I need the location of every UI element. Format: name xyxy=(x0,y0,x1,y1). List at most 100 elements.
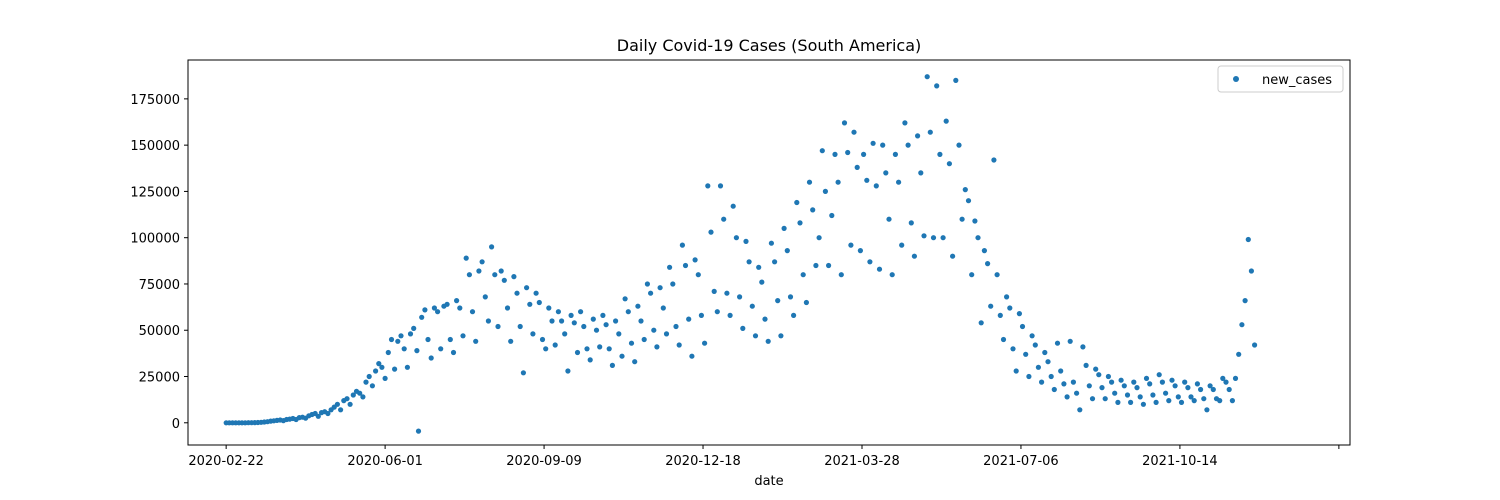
data-point xyxy=(466,272,472,278)
data-point xyxy=(730,203,736,209)
data-point xyxy=(797,220,803,226)
data-point xyxy=(504,305,511,311)
data-point xyxy=(1153,399,1159,405)
data-point xyxy=(1032,342,1038,348)
data-point xyxy=(670,281,676,287)
data-point xyxy=(524,285,530,291)
data-point xyxy=(660,305,666,311)
data-point xyxy=(1124,392,1131,398)
data-point xyxy=(1198,386,1204,393)
data-point xyxy=(1080,344,1086,350)
data-point xyxy=(600,312,606,318)
data-point xyxy=(338,407,344,413)
data-point xyxy=(1045,359,1051,365)
x-tick-label: 2021-10-14 xyxy=(1142,454,1218,469)
data-point xyxy=(1013,368,1019,374)
data-point xyxy=(574,349,581,356)
data-point xyxy=(1109,379,1115,385)
data-point xyxy=(1242,298,1248,304)
data-point xyxy=(1074,390,1080,396)
data-point xyxy=(994,272,1000,278)
data-point xyxy=(841,120,848,126)
data-point xyxy=(495,323,501,330)
data-point xyxy=(708,229,714,235)
data-point xyxy=(759,279,765,285)
data-point xyxy=(457,305,463,311)
data-point xyxy=(581,323,587,330)
data-point xyxy=(873,183,879,189)
data-point xyxy=(431,305,437,311)
data-point xyxy=(479,259,485,265)
data-point xyxy=(1112,390,1118,396)
data-point xyxy=(508,338,514,344)
data-point xyxy=(392,366,398,372)
x-tick-label: 2020-02-22 xyxy=(188,454,264,469)
data-point xyxy=(778,333,784,339)
data-point xyxy=(334,401,340,407)
data-point xyxy=(867,259,873,265)
data-point xyxy=(1026,373,1032,380)
data-point xyxy=(937,151,943,157)
data-point xyxy=(896,179,902,185)
data-point xyxy=(1093,366,1099,372)
data-point xyxy=(705,183,711,189)
data-point xyxy=(388,336,395,343)
data-point xyxy=(676,342,682,348)
data-point xyxy=(533,290,539,296)
y-tick-label: 50000 xyxy=(139,324,180,339)
data-point xyxy=(527,301,533,307)
data-point xyxy=(565,368,571,374)
data-point xyxy=(435,309,441,315)
data-point xyxy=(549,318,555,324)
data-point xyxy=(1172,383,1178,389)
data-point xyxy=(794,199,800,206)
data-point xyxy=(946,161,953,167)
data-point xyxy=(501,277,507,283)
data-point xyxy=(1019,323,1026,330)
data-point xyxy=(1131,379,1137,385)
data-point xyxy=(1178,399,1185,405)
data-points xyxy=(223,74,1258,434)
data-point xyxy=(975,235,981,241)
data-point xyxy=(555,309,562,315)
data-point xyxy=(689,353,695,359)
data-point xyxy=(870,140,876,146)
data-point xyxy=(360,394,366,400)
data-point xyxy=(568,312,574,318)
legend-box xyxy=(1217,65,1344,93)
data-point xyxy=(450,349,457,356)
data-point xyxy=(476,268,482,274)
data-point xyxy=(584,346,590,352)
data-point xyxy=(1039,379,1045,385)
data-point xyxy=(1143,375,1150,381)
x-axis-label: date xyxy=(754,474,783,489)
data-point xyxy=(679,242,686,248)
data-point xyxy=(924,74,930,80)
y-tick-label: 25000 xyxy=(139,371,180,386)
data-point xyxy=(622,296,628,302)
data-point xyxy=(765,338,771,344)
data-point xyxy=(657,285,663,291)
data-point xyxy=(711,288,717,294)
data-point xyxy=(883,170,889,176)
data-point xyxy=(489,244,495,250)
data-point xyxy=(921,233,927,239)
data-point xyxy=(927,129,933,135)
data-point xyxy=(851,129,857,135)
data-point xyxy=(1004,294,1010,300)
data-point xyxy=(428,355,434,361)
data-point xyxy=(366,373,372,380)
data-point xyxy=(1000,336,1007,343)
y-tick-label: 0 xyxy=(172,417,180,432)
data-point xyxy=(985,261,991,267)
data-point xyxy=(1201,396,1207,402)
data-point xyxy=(485,318,491,324)
data-point xyxy=(1105,373,1111,380)
y-tick-label: 175000 xyxy=(130,93,180,108)
data-point xyxy=(972,218,978,224)
data-point xyxy=(943,118,949,124)
data-point xyxy=(1204,407,1210,413)
data-point xyxy=(889,272,895,278)
data-point xyxy=(695,272,701,278)
data-point xyxy=(756,264,762,270)
